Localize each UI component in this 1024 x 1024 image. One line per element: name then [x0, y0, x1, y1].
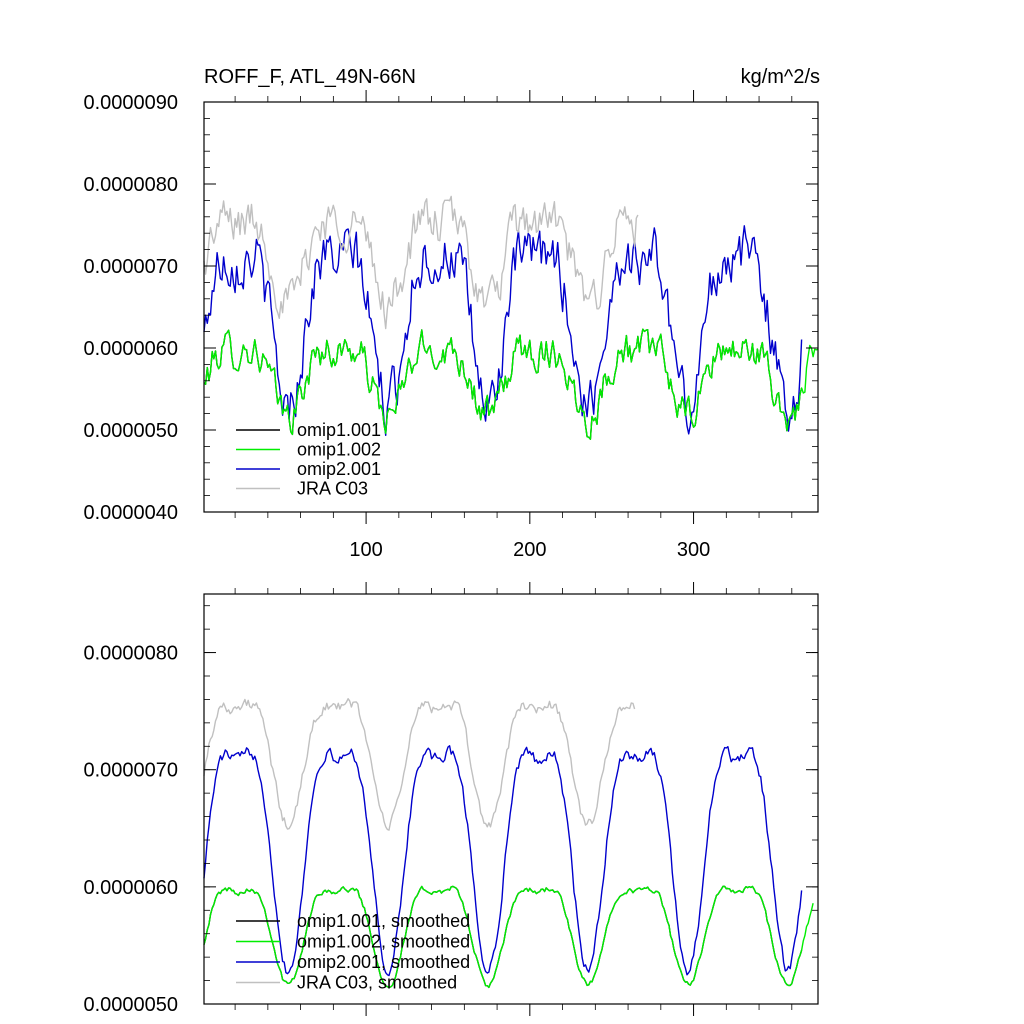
bottom-panel: 0.0000050 0.0000060 0.0000070 0.0000080 omi…	[83, 582, 819, 1016]
top-panel: ROFF_F, ATL_49N-66N kg/m^2/s 0.00000400.…	[83, 66, 820, 561]
y-tick-label: 0.0000050	[83, 420, 178, 442]
y-tick-label: 0.0000040	[83, 502, 178, 524]
series-line-jra-c03-smoothed	[203, 698, 636, 831]
y-tick-label: 0.0000060	[83, 338, 178, 360]
legend-label: omip2.001, smoothed	[297, 952, 470, 972]
y-tick-label: 0.0000050	[83, 994, 178, 1016]
top-ticks-group: 0.0000040 0.0000050 0.0000060 0.0000070 0.00…	[83, 90, 818, 561]
series-line-jra-c03	[203, 195, 639, 330]
y-tick-label: 0.0000080	[83, 174, 178, 196]
y-tick-label: 0.0000080	[83, 643, 178, 665]
legend-label: JRA C03	[297, 479, 368, 499]
y-tick-label: 0.0000070	[83, 760, 178, 782]
y-tick-label: 0.0000060	[83, 877, 178, 899]
top-series-group	[203, 195, 819, 440]
series-line-omip2-001	[203, 225, 803, 436]
top-chart-units: kg/m^2/s	[741, 66, 820, 88]
legend-label: omip2.001	[297, 459, 381, 479]
y-tick-label: 0.0000070	[83, 256, 178, 278]
x-tick-label: 100	[349, 539, 382, 561]
bottom-ticks-group: 0.0000050 0.0000060 0.0000070 0.0000080	[83, 582, 818, 1016]
legend-label: omip1.002	[297, 440, 381, 460]
series-line-omip1-002-smoothed	[203, 885, 814, 989]
top-plot-frame	[203, 101, 819, 513]
bottom-series-group	[203, 698, 814, 989]
bottom-plot-frame	[203, 593, 819, 1005]
series-line-omip2-001-smoothed	[203, 745, 803, 977]
legend-label: omip1.002, smoothed	[297, 932, 470, 952]
top-chart-title: ROFF_F, ATL_49N-66N	[204, 66, 416, 88]
legend-label: omip1.001, smoothed	[297, 911, 470, 931]
y-tick-label: 0.0000090	[83, 92, 178, 114]
x-tick-label: 300	[677, 539, 710, 561]
legend-label: JRA C03, smoothed	[297, 973, 457, 993]
x-tick-label: 200	[513, 539, 546, 561]
series-line-omip1-002	[203, 328, 819, 440]
legend-label: omip1.001	[297, 420, 381, 440]
